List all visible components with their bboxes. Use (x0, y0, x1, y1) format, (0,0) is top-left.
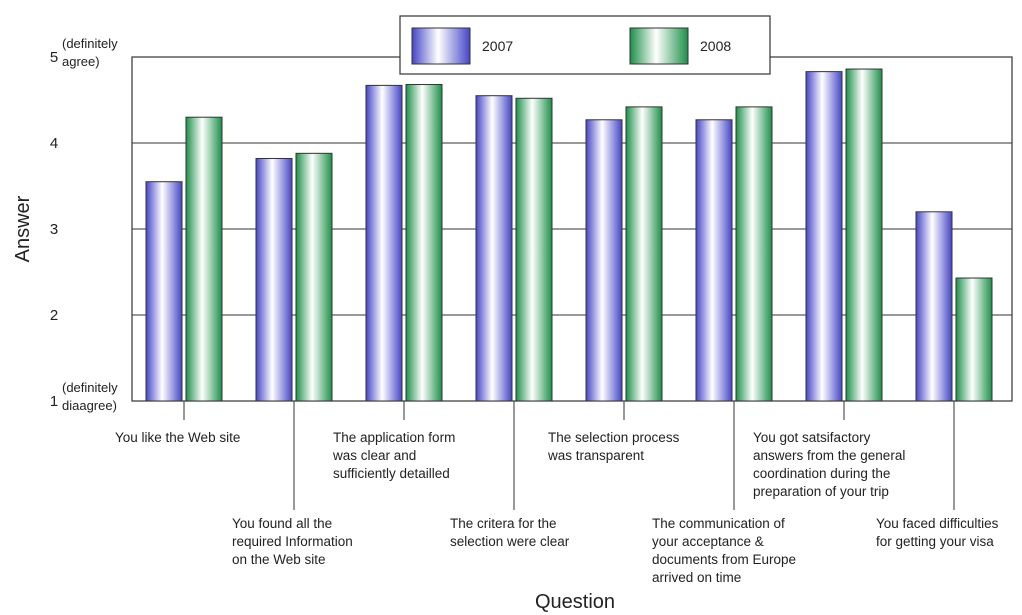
bar-2008-6 (735, 106, 773, 402)
legend-label-2007: 2007 (482, 38, 513, 54)
bar-2007-1 (145, 181, 183, 402)
bar-2007-6 (695, 119, 733, 402)
category-label: sufficiently detailled (333, 466, 450, 481)
category-labels: You like the Web site You found all the re… (115, 430, 999, 585)
y-tick-label: 4 (50, 135, 58, 152)
category-label: The selection process (548, 430, 680, 445)
bar-2008-5 (625, 106, 663, 402)
bars (145, 68, 993, 402)
category-label: on the Web site (232, 552, 326, 567)
legend-swatch-2008 (629, 27, 689, 65)
x-axis-title: Question (535, 591, 615, 613)
y-annotation-top: (definitely (62, 36, 118, 51)
legend-swatch-2007 (411, 27, 471, 65)
bar-2008-7 (845, 68, 883, 402)
y-axis-title: Answer (12, 195, 34, 262)
category-label: required Information (232, 534, 353, 549)
bar-2008-3 (405, 84, 443, 402)
bar-2007-8 (915, 211, 953, 402)
category-label: your acceptance & (652, 534, 764, 549)
y-tick-label: 1 (50, 393, 58, 410)
category-label: for getting your visa (876, 534, 994, 549)
category-label: The critera for the (450, 516, 557, 531)
bar-2007-5 (585, 119, 623, 402)
bar-2008-2 (295, 152, 333, 402)
bar-2008-8 (955, 277, 993, 402)
category-label: answers from the general (753, 448, 905, 463)
legend-label-2008: 2008 (700, 38, 731, 54)
category-label: You found all the (232, 516, 332, 531)
category-label: You like the Web site (115, 430, 240, 445)
category-label: You got satsifactory (753, 430, 871, 445)
category-label: preparation of your trip (753, 484, 889, 499)
legend: 2007 2008 (399, 15, 771, 75)
category-label: The application form (333, 430, 455, 445)
y-annotation-bottom: (definitely (62, 380, 118, 395)
bar-2007-4 (475, 95, 513, 402)
y-annotation-bottom: diaagree) (62, 398, 117, 413)
category-label: The communication of (652, 516, 785, 531)
y-tick-label: 2 (50, 307, 58, 324)
y-tick-label: 5 (50, 49, 58, 66)
y-annotations: (definitely agree) (definitely diaagree) (62, 36, 118, 413)
y-annotation-top: agree) (62, 54, 100, 69)
category-label: arrived on time (652, 570, 741, 585)
bar-2007-2 (255, 157, 293, 402)
category-label: was clear and (332, 448, 416, 463)
bar-2008-1 (185, 116, 223, 402)
y-tick-labels: 1 2 3 4 5 (50, 49, 58, 410)
bar-2007-7 (805, 71, 843, 402)
category-label: You faced difficulties (876, 516, 999, 531)
y-tick-label: 3 (50, 221, 58, 238)
category-label: documents from Europe (652, 552, 796, 567)
bar-2007-3 (365, 84, 403, 402)
category-label: coordination during the (753, 466, 890, 481)
category-label: selection were clear (450, 534, 570, 549)
category-connectors (183, 401, 955, 510)
category-label: was transparent (547, 448, 644, 463)
bar-2008-4 (515, 97, 553, 402)
